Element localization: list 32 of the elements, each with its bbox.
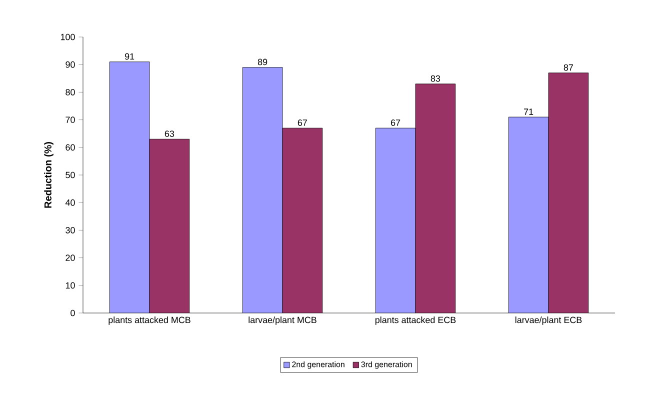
y-tick-label: 90 [66,61,75,68]
data-label: 91 [124,53,134,60]
data-label: 87 [564,64,573,71]
x-tick-label: larvae/plant MCB [248,316,316,325]
y-tick-label: 60 [66,144,75,151]
data-label: 67 [298,120,307,126]
y-tick-label: 30 [66,227,75,234]
x-tick-label: plants attacked MCB [108,316,190,325]
x-tick-label: plants attacked ECB [375,316,456,325]
y-tick-label: 20 [66,254,75,261]
y-tick-label: 50 [66,172,75,178]
bar [110,62,150,313]
bar [548,72,589,313]
y-tick-label: 100 [60,34,75,40]
bar [242,67,282,313]
data-label: 83 [430,75,440,82]
bar [282,128,322,313]
y-tick-label: 0 [70,310,75,316]
x-tick-label: larvae/plant ECB [515,316,582,325]
data-label: 67 [391,120,400,126]
y-tick-label: 40 [65,199,75,206]
y-tick-label: 70 [66,116,75,123]
bar [376,128,416,313]
y-tick-label: 80 [66,89,75,96]
y-axis-title: Reduction (%) [44,142,54,208]
bar [416,84,456,313]
data-label: 63 [164,130,174,137]
bar [508,116,549,313]
bar [150,139,190,313]
y-tick-label: 10 [66,282,75,289]
data-label: 71 [524,108,534,115]
data-label: 89 [258,58,268,66]
